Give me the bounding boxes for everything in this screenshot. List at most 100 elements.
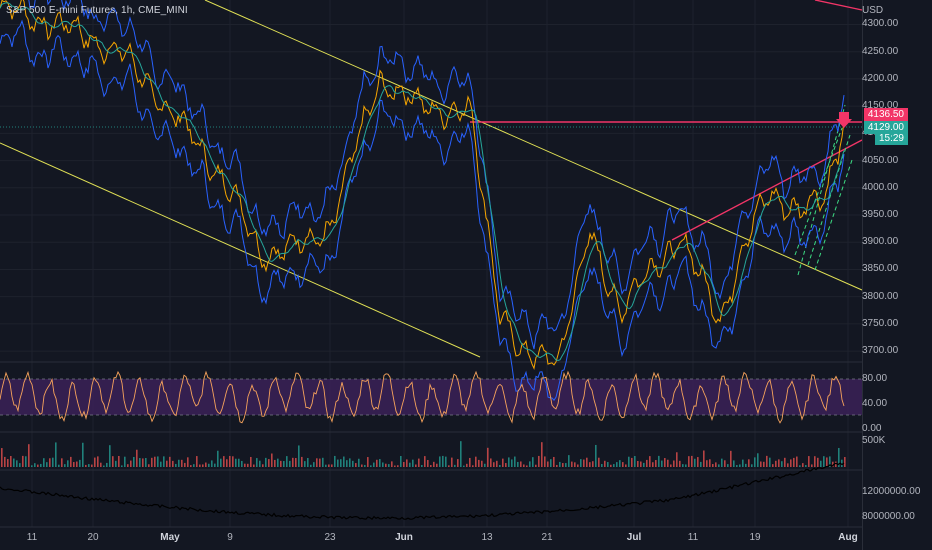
volume-bar — [598, 457, 600, 467]
time-tick-label: May — [160, 532, 180, 543]
volume-bar — [337, 459, 339, 467]
volume-bar — [586, 457, 588, 467]
volume-bar — [178, 459, 180, 467]
volume-bar — [625, 464, 627, 467]
volume-bar — [457, 459, 459, 467]
volume-bar — [547, 461, 549, 467]
volume-bar — [196, 456, 198, 467]
volume-bar — [253, 464, 255, 467]
volume-bar — [58, 464, 60, 467]
volume-bar — [442, 455, 444, 467]
volume-bar — [565, 463, 567, 467]
volume-bar — [703, 450, 705, 467]
volume-bar — [661, 460, 663, 467]
volume-bar — [574, 462, 576, 467]
time-tick-label: 21 — [541, 532, 553, 543]
volume-bar — [283, 461, 285, 467]
volume-bar — [439, 456, 441, 467]
volume-bar — [244, 463, 246, 467]
rsi-line — [0, 370, 845, 424]
volume-bar — [718, 464, 720, 467]
volume-bar — [640, 461, 642, 467]
volume-bar — [238, 458, 240, 467]
time-tick-label: 20 — [87, 532, 99, 543]
volume-bar — [790, 459, 792, 467]
volume-bar — [397, 465, 399, 467]
volume-bar — [25, 456, 27, 467]
volume-bar — [595, 444, 597, 467]
volume-bar — [748, 459, 750, 467]
volume-bar — [577, 464, 579, 467]
down-arrow-icon — [836, 112, 852, 128]
volume-bar — [700, 461, 702, 467]
volume-bar — [763, 461, 765, 467]
volume-bar — [28, 444, 30, 467]
price-line — [0, 0, 845, 370]
bar-countdown-badge: 15:29 — [874, 132, 908, 145]
volume-bar — [733, 460, 735, 467]
volume-bar — [826, 457, 828, 467]
volume-bar — [331, 464, 333, 467]
volume-bar — [52, 457, 54, 467]
price-axis[interactable] — [862, 0, 932, 550]
volume-bar — [343, 456, 345, 467]
volume-bar — [781, 461, 783, 467]
volume-bar — [373, 462, 375, 467]
volume-bar — [301, 456, 303, 467]
volume-bar — [739, 464, 741, 467]
price-tick-label: 4150.00 — [862, 100, 899, 112]
volume-bar — [472, 465, 474, 467]
volume-bar — [1, 448, 3, 467]
volume-bar — [523, 464, 525, 467]
volume-bar — [139, 458, 141, 467]
volume-bar — [424, 456, 426, 467]
price-tick-label: 4000.00 — [862, 181, 899, 193]
volume-bar — [70, 456, 72, 467]
volume-bar — [775, 460, 777, 467]
volume-bar — [166, 460, 168, 467]
volume-bar — [157, 456, 159, 467]
volume-bar — [121, 465, 123, 467]
time-tick-label: 13 — [481, 532, 493, 543]
volume-bar — [532, 457, 534, 467]
volume-bar — [298, 445, 300, 467]
volume-bar — [436, 463, 438, 467]
volume-bar — [43, 458, 45, 467]
volume-bar — [415, 464, 417, 467]
volume-bar — [844, 457, 846, 467]
volume-bar — [364, 464, 366, 467]
volume-bar — [97, 456, 99, 467]
volume-bar — [379, 459, 381, 467]
volume-bar — [214, 463, 216, 467]
volume-bar — [127, 464, 129, 467]
volume-bar — [94, 457, 96, 467]
volume-bar — [295, 458, 297, 467]
volume-bar — [496, 460, 498, 467]
volume-bar — [319, 458, 321, 467]
volume-bar — [64, 464, 66, 467]
volume-bar — [460, 441, 462, 467]
volume-bar — [430, 465, 432, 467]
volume-bar — [73, 462, 75, 467]
volume-bar — [592, 461, 594, 467]
channel-lines — [794, 104, 853, 276]
volume-bar — [838, 447, 840, 467]
volume-bar — [448, 465, 450, 467]
volume-bar — [562, 463, 564, 467]
chart-title: S&P 500 E-mini Futures, 1h, CME_MINI — [6, 5, 188, 16]
volume-bar — [241, 460, 243, 467]
volume-bar — [793, 457, 795, 467]
volume-bar — [100, 462, 102, 467]
volume-bar — [262, 464, 264, 467]
volume-bar — [514, 456, 516, 467]
currency-label: USD — [862, 5, 884, 16]
volume-bar — [769, 457, 771, 467]
volume-bar — [631, 457, 633, 467]
volume-bar — [136, 449, 138, 467]
volume-bar — [10, 456, 12, 467]
volume-bar — [502, 458, 504, 467]
last-price-badge: 4129.00 — [863, 121, 908, 134]
volume-bar — [751, 464, 753, 467]
volume-bar — [340, 459, 342, 467]
